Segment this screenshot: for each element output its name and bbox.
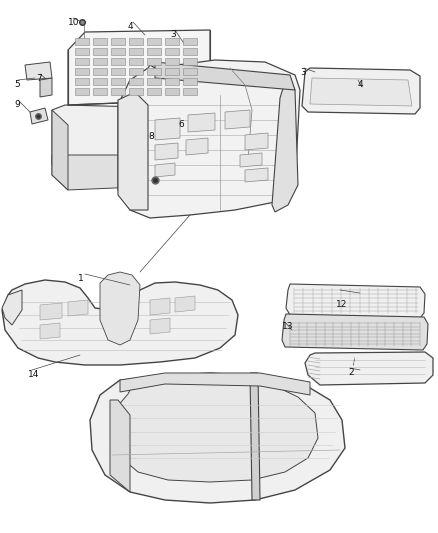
Polygon shape: [188, 113, 215, 132]
Polygon shape: [93, 58, 107, 65]
Polygon shape: [112, 379, 318, 482]
Polygon shape: [110, 400, 130, 492]
Polygon shape: [245, 133, 268, 150]
Polygon shape: [186, 138, 208, 155]
Polygon shape: [68, 300, 88, 316]
Text: 7: 7: [36, 74, 42, 83]
Text: 4: 4: [128, 22, 134, 31]
Polygon shape: [155, 163, 175, 177]
Text: 4: 4: [358, 80, 364, 89]
Polygon shape: [183, 68, 197, 75]
Polygon shape: [302, 68, 420, 114]
Polygon shape: [165, 88, 179, 95]
Polygon shape: [111, 48, 125, 55]
Polygon shape: [155, 143, 178, 160]
Polygon shape: [120, 373, 310, 395]
Polygon shape: [25, 62, 52, 80]
Polygon shape: [150, 318, 170, 334]
Text: 3: 3: [170, 30, 176, 39]
Text: 10: 10: [68, 18, 80, 27]
Polygon shape: [305, 352, 433, 385]
Polygon shape: [40, 78, 52, 97]
Polygon shape: [250, 373, 260, 500]
Polygon shape: [40, 303, 62, 320]
Polygon shape: [129, 48, 143, 55]
Polygon shape: [240, 153, 262, 167]
Polygon shape: [118, 92, 148, 210]
Text: 5: 5: [14, 80, 20, 89]
Polygon shape: [30, 108, 48, 124]
Polygon shape: [183, 58, 197, 65]
Polygon shape: [155, 118, 180, 140]
Text: 6: 6: [178, 120, 184, 129]
Polygon shape: [93, 88, 107, 95]
Text: 14: 14: [28, 370, 39, 379]
Polygon shape: [75, 68, 89, 75]
Polygon shape: [93, 68, 107, 75]
Polygon shape: [93, 38, 107, 45]
Polygon shape: [183, 38, 197, 45]
Polygon shape: [165, 48, 179, 55]
Polygon shape: [111, 88, 125, 95]
Polygon shape: [147, 88, 161, 95]
Polygon shape: [75, 58, 89, 65]
Polygon shape: [175, 296, 195, 312]
Polygon shape: [111, 68, 125, 75]
Polygon shape: [100, 272, 140, 345]
Polygon shape: [93, 48, 107, 55]
Polygon shape: [165, 78, 179, 85]
Polygon shape: [147, 38, 161, 45]
Polygon shape: [286, 284, 425, 318]
Polygon shape: [111, 78, 125, 85]
Polygon shape: [118, 60, 300, 218]
Polygon shape: [183, 88, 197, 95]
Polygon shape: [111, 58, 125, 65]
Text: 8: 8: [148, 132, 154, 141]
Polygon shape: [129, 38, 143, 45]
Polygon shape: [129, 78, 143, 85]
Text: 13: 13: [282, 322, 293, 331]
Text: 12: 12: [336, 300, 347, 309]
Polygon shape: [75, 48, 89, 55]
Circle shape: [360, 93, 364, 97]
Polygon shape: [75, 38, 89, 45]
Polygon shape: [147, 68, 161, 75]
Text: 1: 1: [78, 274, 84, 283]
Polygon shape: [282, 314, 428, 350]
Polygon shape: [245, 168, 268, 182]
Polygon shape: [52, 110, 68, 190]
Polygon shape: [129, 58, 143, 65]
Polygon shape: [52, 105, 195, 180]
Polygon shape: [93, 78, 107, 85]
Polygon shape: [183, 48, 197, 55]
Polygon shape: [40, 323, 60, 339]
Polygon shape: [183, 78, 197, 85]
Polygon shape: [2, 290, 22, 325]
Polygon shape: [2, 280, 238, 365]
Polygon shape: [68, 30, 210, 105]
Text: 9: 9: [14, 100, 20, 109]
Polygon shape: [272, 80, 298, 212]
Polygon shape: [165, 68, 179, 75]
Polygon shape: [75, 78, 89, 85]
Polygon shape: [165, 38, 179, 45]
Polygon shape: [155, 62, 295, 90]
Polygon shape: [90, 373, 345, 503]
Polygon shape: [225, 110, 250, 129]
Polygon shape: [150, 298, 170, 315]
Text: 2: 2: [348, 368, 353, 377]
Text: 3: 3: [300, 68, 306, 77]
Polygon shape: [129, 88, 143, 95]
Polygon shape: [147, 58, 161, 65]
Polygon shape: [310, 78, 412, 106]
Circle shape: [358, 91, 366, 99]
Polygon shape: [165, 58, 179, 65]
Polygon shape: [75, 88, 89, 95]
Polygon shape: [129, 68, 143, 75]
Polygon shape: [111, 38, 125, 45]
Polygon shape: [52, 155, 195, 190]
Polygon shape: [147, 48, 161, 55]
Polygon shape: [147, 78, 161, 85]
